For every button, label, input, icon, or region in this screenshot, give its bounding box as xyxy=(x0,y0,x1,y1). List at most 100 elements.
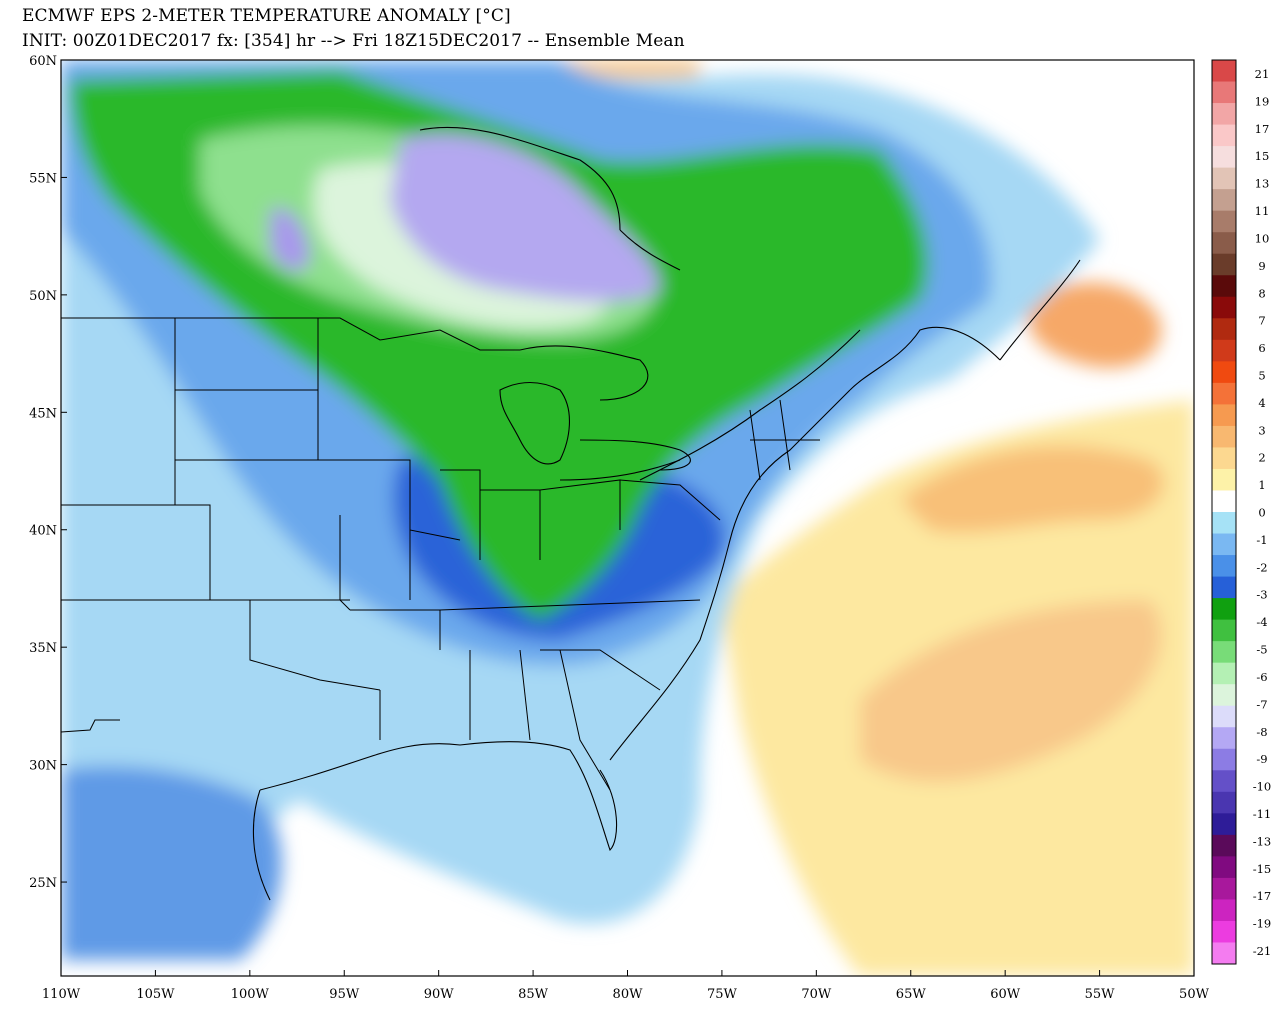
colorbar-swatch xyxy=(1212,770,1236,793)
warm-atlantic-core xyxy=(900,445,1164,533)
colorbar-label: -17 xyxy=(1253,889,1272,903)
colorbar-label: 8 xyxy=(1258,286,1265,300)
colorbar-label: -11 xyxy=(1253,807,1272,821)
colorbar-swatch xyxy=(1212,619,1236,642)
colorbar-swatch xyxy=(1212,791,1236,814)
colorbar-swatch xyxy=(1212,533,1236,556)
colorbar-swatch xyxy=(1212,512,1236,534)
longitude-axis: 110W 105W 100W 95W 90W 85W 80W 75W 70W 65W 60W 55W 5… xyxy=(42,970,1210,1002)
colorbar-label: 7 xyxy=(1258,314,1265,328)
colorbar-swatch xyxy=(1212,705,1236,728)
colorbar-label: -5 xyxy=(1256,643,1267,657)
colorbar-swatch xyxy=(1212,382,1236,405)
lon-label: 75W xyxy=(707,987,738,1002)
colorbar-label: -3 xyxy=(1256,588,1267,602)
colorbar-swatch xyxy=(1212,167,1236,190)
lat-label: 45N xyxy=(29,406,57,421)
colorbar-swatch xyxy=(1212,598,1236,621)
colorbar-label: -15 xyxy=(1253,862,1272,876)
lon-label: 110W xyxy=(42,987,81,1002)
cool-blue-texas xyxy=(61,766,282,960)
lat-label: 25N xyxy=(29,876,57,891)
colorbar-label: -8 xyxy=(1256,725,1267,739)
colorbar-label: -4 xyxy=(1256,615,1267,629)
colorbar-swatch xyxy=(1212,727,1236,750)
lon-label: 85W xyxy=(518,987,549,1002)
state-borders xyxy=(61,317,820,791)
colorbar-swatch xyxy=(1212,899,1236,922)
colorbar-swatch xyxy=(1212,555,1236,577)
colorbar-swatch xyxy=(1212,103,1236,125)
colorbar-label: -7 xyxy=(1256,697,1267,711)
colorbar-label: -1 xyxy=(1256,533,1267,547)
colorbar-swatch xyxy=(1212,232,1236,255)
warm-atlantic-band xyxy=(860,600,1162,782)
colorbar-swatch xyxy=(1212,339,1236,362)
colorbar-label: 5 xyxy=(1258,368,1265,382)
colorbar-label: -9 xyxy=(1256,752,1267,766)
colorbar-label: 17 xyxy=(1255,122,1270,136)
lat-label: 35N xyxy=(29,641,57,656)
lon-label: 70W xyxy=(801,987,832,1002)
chart-subtitle: INIT: 00Z01DEC2017 fx: [354] hr --> Fri … xyxy=(22,31,685,51)
colorbar-swatch xyxy=(1212,60,1236,82)
lon-label: 60W xyxy=(990,987,1021,1002)
colorbar-swatch xyxy=(1212,748,1236,771)
lon-label: 95W xyxy=(329,987,360,1002)
lon-label: 105W xyxy=(136,987,175,1002)
lat-label: 40N xyxy=(29,524,57,539)
colorbar-label: 1 xyxy=(1258,478,1265,492)
colorbar-swatch xyxy=(1212,210,1236,233)
coldest-violet-west xyxy=(270,208,310,271)
colorbar-swatch xyxy=(1212,920,1236,943)
lon-label: 50W xyxy=(1179,987,1210,1002)
colorbar-label: 0 xyxy=(1258,506,1265,520)
colorbar-swatch xyxy=(1212,468,1236,491)
anomaly-shading xyxy=(61,60,1194,976)
colorbar-swatch xyxy=(1212,662,1236,685)
map-plot-area xyxy=(60,59,1195,977)
colorbar-swatch xyxy=(1212,124,1236,147)
colorbar-label: 3 xyxy=(1258,423,1265,437)
colorbar-swatch xyxy=(1212,877,1236,900)
lat-label: 30N xyxy=(29,759,57,774)
coldest-violet-core xyxy=(390,133,660,302)
lat-label: 50N xyxy=(29,289,57,304)
colorbar-swatch xyxy=(1212,296,1236,319)
lon-label: 90W xyxy=(424,987,455,1002)
colorbar-label: 11 xyxy=(1255,204,1270,218)
colorbar-swatch xyxy=(1212,404,1236,427)
colorbar-label: 21 xyxy=(1255,67,1270,81)
colorbar-label: -21 xyxy=(1253,944,1272,958)
colorbar-swatch xyxy=(1212,447,1236,470)
warm-newfoundland xyxy=(1027,282,1162,368)
colorbar-label: 15 xyxy=(1255,149,1270,163)
colorbar: 211917151311109876543210-1-2-3-4-5-6-7-8… xyxy=(1211,59,1272,965)
colorbar-swatch xyxy=(1212,576,1236,599)
colorbar-swatch xyxy=(1212,834,1236,857)
colorbar-label: -2 xyxy=(1256,560,1267,574)
colorbar-label: 9 xyxy=(1258,259,1265,273)
colorbar-swatch xyxy=(1212,189,1236,212)
colorbar-label: 10 xyxy=(1255,231,1270,245)
chart-title: ECMWF EPS 2-METER TEMPERATURE ANOMALY [°… xyxy=(22,6,511,26)
colorbar-label: -6 xyxy=(1256,670,1267,684)
latitude-axis: 60N 55N 50N 45N 40N 35N 30N 25N xyxy=(29,54,67,891)
colorbar-label: 13 xyxy=(1255,177,1270,191)
colorbar-swatch xyxy=(1212,856,1236,879)
colorbar-swatch xyxy=(1212,318,1236,341)
colorbar-swatch xyxy=(1212,425,1236,448)
colorbar-swatch xyxy=(1212,81,1236,104)
colorbar-swatch xyxy=(1212,942,1236,965)
colorbar-label: -19 xyxy=(1253,917,1272,931)
lon-label: 100W xyxy=(231,987,270,1002)
colorbar-label: -10 xyxy=(1253,780,1272,794)
colorbar-swatch xyxy=(1212,275,1236,298)
colorbar-swatch xyxy=(1212,490,1236,513)
lat-label: 55N xyxy=(29,171,57,186)
colorbar-label: 2 xyxy=(1258,451,1265,465)
coastlines xyxy=(252,126,1081,901)
colorbar-swatch xyxy=(1212,361,1236,384)
colorbar-frame xyxy=(1211,59,1237,965)
